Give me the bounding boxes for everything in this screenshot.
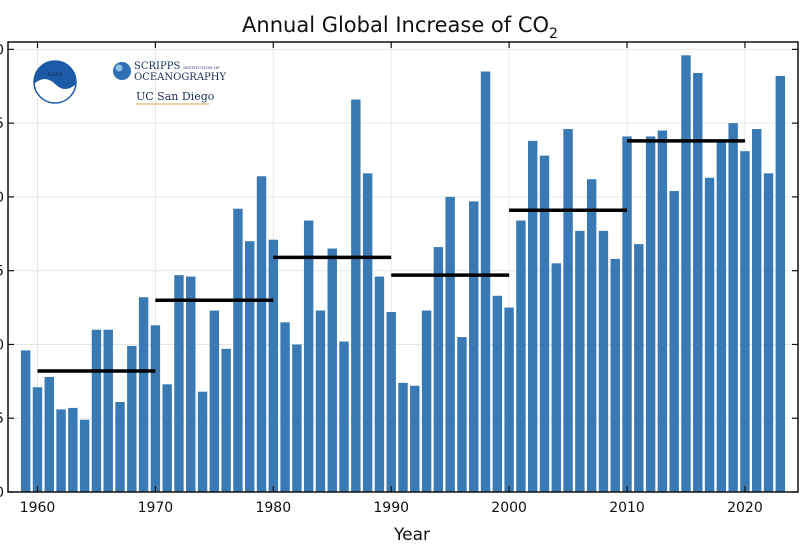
bar-1962 xyxy=(56,409,66,492)
bar-2001 xyxy=(516,220,526,492)
bar-1973 xyxy=(186,276,196,492)
bar-1997 xyxy=(469,201,479,492)
bar-2022 xyxy=(763,173,774,493)
bar-1980 xyxy=(268,239,279,492)
bar-2000 xyxy=(504,307,514,492)
y-tick-label: 0.5 xyxy=(0,411,4,427)
bar-1979 xyxy=(256,176,267,492)
bar-1961 xyxy=(44,376,54,492)
bar-1995 xyxy=(445,196,455,492)
bar-1999 xyxy=(492,295,503,492)
x-axis-label: Year xyxy=(393,525,430,545)
bar-2009 xyxy=(610,258,620,492)
y-tick-label: 1.5 xyxy=(0,264,4,280)
bar-1990 xyxy=(386,312,396,492)
bar-2007 xyxy=(586,179,597,492)
bar-1967 xyxy=(115,402,125,492)
bar-2018 xyxy=(716,140,727,492)
bar-2002 xyxy=(527,140,538,492)
y-tick-label: 3.0 xyxy=(0,42,4,58)
chart-title-main: Annual Global Increase of CO xyxy=(242,13,549,37)
bar-2014 xyxy=(669,191,679,492)
bar-2005 xyxy=(563,129,573,492)
bar-1969 xyxy=(138,297,149,492)
bar-1964 xyxy=(79,419,90,492)
scripps-line2: OCEANOGRAPHY xyxy=(134,72,227,83)
y-tick-label: 2.0 xyxy=(0,190,4,206)
bar-1996 xyxy=(457,337,467,492)
bar-1970 xyxy=(150,325,161,492)
bar-1968 xyxy=(127,345,137,492)
y-axis-ticks: 0.0 0.5 1.0 1.5 2.0 2.5 3.0 xyxy=(0,42,798,501)
bar-2006 xyxy=(575,230,585,492)
bar-1989 xyxy=(374,276,385,492)
bar-2008 xyxy=(598,230,609,492)
bar-1981 xyxy=(280,322,290,492)
x-tick-label: 1960 xyxy=(20,500,56,516)
bar-1960 xyxy=(32,387,43,492)
bar-2011 xyxy=(634,244,644,492)
bar-1993 xyxy=(421,310,432,492)
x-tick-label: 1990 xyxy=(373,500,409,516)
bar-2019 xyxy=(728,123,738,493)
bar-1998 xyxy=(480,71,491,493)
bar-1988 xyxy=(362,173,373,493)
bar-1982 xyxy=(292,344,302,492)
x-tick-label: 2010 xyxy=(609,500,645,516)
bar-2003 xyxy=(539,155,550,492)
bar-1985 xyxy=(327,248,337,492)
bar-1965 xyxy=(91,329,102,492)
bar-2021 xyxy=(752,129,762,492)
x-axis-ticks: 1960 1970 1980 1990 2000 2010 2020 xyxy=(20,42,763,516)
bar-2010 xyxy=(622,136,632,493)
scripps-globe-highlight xyxy=(115,64,123,72)
noaa-logo-ring xyxy=(33,60,77,104)
bar-2012 xyxy=(645,136,656,493)
scripps-globe-icon xyxy=(113,62,131,80)
x-tick-label: 2020 xyxy=(727,500,763,516)
bar-1991 xyxy=(398,382,408,492)
bars xyxy=(20,55,786,493)
decade-average-lines xyxy=(37,139,745,373)
bar-2004 xyxy=(551,263,561,492)
bar-2015 xyxy=(681,55,691,493)
chart-title-subscript: 2 xyxy=(549,26,558,42)
bar-1976 xyxy=(221,348,231,492)
bar-1987 xyxy=(351,99,361,492)
y-tick-label: 0.0 xyxy=(0,485,4,501)
plot-frame xyxy=(7,41,799,493)
bar-1983 xyxy=(303,220,314,492)
ucsd-logo: UC San Diego xyxy=(136,90,215,105)
bar-1986 xyxy=(339,341,349,492)
bar-2023 xyxy=(775,75,786,493)
bar-2016 xyxy=(693,72,703,492)
bar-1966 xyxy=(103,329,113,492)
noaa-logo-label: NOAA xyxy=(48,72,63,78)
scripps-logo: SCRIPPS INSTITUTION OF OCEANOGRAPHY xyxy=(113,61,227,83)
ucsd-label: UC San Diego xyxy=(136,90,215,103)
y-tick-label: 1.0 xyxy=(0,337,4,353)
x-tick-label: 1970 xyxy=(138,500,174,516)
bar-2013 xyxy=(657,130,668,492)
bar-1978 xyxy=(245,241,255,492)
bar-1959 xyxy=(20,350,31,492)
x-tick-label: 2000 xyxy=(491,500,527,516)
bar-1994 xyxy=(433,247,444,492)
bar-2017 xyxy=(704,177,715,492)
bar-1992 xyxy=(410,385,420,492)
bar-1972 xyxy=(174,275,184,492)
bar-1977 xyxy=(233,208,243,492)
bar-1984 xyxy=(315,310,326,492)
bar-1963 xyxy=(68,407,78,492)
scripps-line1: SCRIPPS INSTITUTION OF xyxy=(134,61,220,72)
x-tick-label: 1980 xyxy=(255,500,291,516)
noaa-logo: NOAA xyxy=(33,60,77,107)
bar-2020 xyxy=(740,151,750,492)
bar-1974 xyxy=(197,391,208,492)
y-tick-label: 2.5 xyxy=(0,116,4,132)
chart-title: Annual Global Increase of CO2 xyxy=(242,13,558,42)
bar-1975 xyxy=(209,310,220,492)
bar-1971 xyxy=(162,384,172,492)
